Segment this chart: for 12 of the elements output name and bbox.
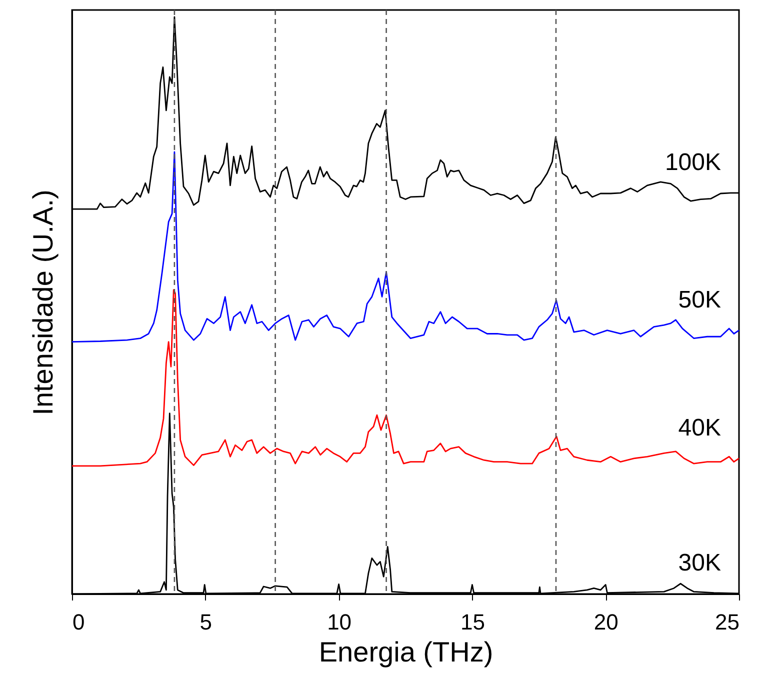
x-axis-title: Energia (THz) — [318, 636, 494, 668]
y-axis-title: Intensidade (U.A.) — [28, 190, 58, 416]
x-tick-label: 5 — [200, 610, 212, 634]
x-tick-label: 10 — [327, 610, 352, 634]
series-label: 40K — [678, 414, 721, 442]
x-tick-label: 20 — [594, 610, 618, 634]
x-tick-label: 25 — [715, 610, 740, 634]
series-label: 100K — [664, 148, 721, 176]
x-tick-label: 15 — [460, 610, 485, 634]
series-label: 50K — [678, 286, 721, 314]
x-tick-label: 0 — [72, 610, 85, 634]
series-label: 30K — [678, 549, 721, 576]
